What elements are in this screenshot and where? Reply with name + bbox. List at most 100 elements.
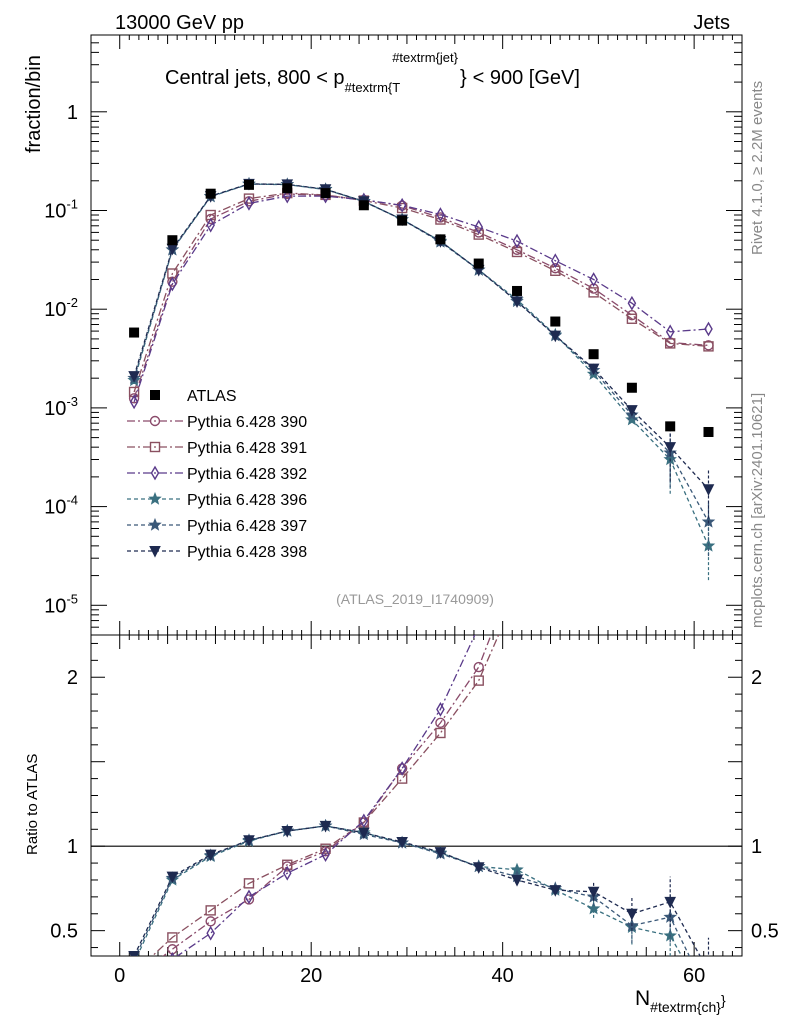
series-point bbox=[626, 405, 638, 417]
legend-marker bbox=[149, 441, 161, 453]
atlas-data-point bbox=[282, 183, 293, 194]
process-label: Jets bbox=[693, 12, 730, 34]
ratio-point bbox=[472, 862, 485, 874]
ratio-tick-label-right: 2 bbox=[751, 667, 762, 689]
legend-label: Pythia 6.428 397 bbox=[187, 518, 307, 535]
series-point bbox=[243, 193, 255, 204]
ratio-point bbox=[244, 889, 254, 905]
ratio-line bbox=[176, 635, 476, 956]
legend-label: Pythia 6.428 396 bbox=[187, 492, 307, 509]
ratio-point bbox=[170, 951, 175, 956]
atlas-data-point bbox=[473, 258, 484, 269]
ratio-tick-label-left: 1 bbox=[67, 836, 78, 858]
ratio-line bbox=[134, 825, 691, 956]
atlas-data-point bbox=[167, 235, 178, 246]
legend-marker bbox=[150, 390, 160, 400]
ratio-point bbox=[435, 727, 446, 739]
ratio-line bbox=[136, 825, 683, 956]
series-point bbox=[588, 287, 599, 298]
ratio-tick-label-left: 0.5 bbox=[50, 921, 78, 943]
ratio-point bbox=[133, 955, 135, 956]
ratio-tick-label-right: 1 bbox=[751, 836, 762, 858]
series-point bbox=[665, 324, 675, 340]
ratio-point bbox=[281, 825, 294, 838]
atlas-data-point bbox=[358, 200, 369, 211]
y-tick-label: 1 bbox=[67, 102, 78, 124]
x-tick-label: 60 bbox=[683, 965, 705, 987]
ratio-point bbox=[128, 951, 140, 956]
ratio-point bbox=[549, 885, 562, 897]
y-tick-label: 10-3 bbox=[44, 394, 78, 420]
series-point bbox=[474, 219, 484, 235]
series-point bbox=[397, 197, 407, 213]
series-point bbox=[473, 229, 484, 240]
ratio-point bbox=[587, 886, 600, 899]
ratio-point bbox=[205, 916, 216, 927]
atlas-data-point bbox=[550, 316, 561, 327]
series-point bbox=[589, 272, 598, 287]
series-point bbox=[664, 442, 677, 454]
series-point bbox=[704, 321, 713, 337]
series-point bbox=[702, 484, 715, 496]
x-tick-label: 40 bbox=[492, 965, 514, 987]
atlas-data-point bbox=[626, 382, 637, 393]
ratio-point bbox=[167, 932, 178, 943]
series-point bbox=[549, 330, 562, 343]
ratio-point bbox=[320, 843, 331, 854]
series-point bbox=[626, 313, 638, 324]
ratio-line bbox=[151, 635, 500, 956]
rivet-version-label: Rivet 4.1.0, ≥ 2.2M events bbox=[749, 81, 766, 255]
legend-marker bbox=[149, 415, 161, 427]
atlas-data-point bbox=[129, 327, 140, 338]
ratio-point bbox=[435, 717, 446, 729]
atlas-data-point bbox=[205, 188, 216, 199]
chart-title: Central jets, 800 < p#textrm{T#textrm{je… bbox=[165, 50, 580, 95]
ratio-point bbox=[243, 878, 255, 889]
ratio-point bbox=[321, 847, 330, 863]
legend-label: ATLAS bbox=[187, 388, 237, 405]
legend-marker bbox=[150, 465, 160, 481]
ratio-point bbox=[436, 701, 445, 717]
y-tick-label: 10-1 bbox=[44, 196, 78, 222]
ratio-point bbox=[205, 905, 216, 916]
y-axis-label: fraction/bin bbox=[23, 55, 45, 153]
atlas-data-point bbox=[703, 426, 714, 437]
series-point bbox=[129, 394, 139, 410]
mcplots-label: mcplots.cern.ch [arXiv:2401.10621] bbox=[749, 393, 766, 628]
main-panel-marks bbox=[127, 176, 716, 581]
y-tick-label: 10-5 bbox=[44, 591, 78, 617]
legend-marker bbox=[148, 517, 162, 531]
legend-label: Pythia 6.428 390 bbox=[187, 414, 307, 431]
legend-label: Pythia 6.428 391 bbox=[187, 440, 307, 457]
ratio-point bbox=[511, 874, 523, 887]
ratio-point bbox=[396, 763, 408, 774]
ratio-point bbox=[282, 859, 293, 870]
atlas-data-point bbox=[435, 234, 446, 245]
series-line bbox=[133, 195, 709, 403]
ratio-line bbox=[162, 635, 492, 956]
series-line bbox=[133, 193, 709, 399]
ratio-point bbox=[282, 865, 292, 881]
ratio-point bbox=[243, 835, 255, 847]
ratio-panel-frame bbox=[90, 634, 743, 957]
series-point bbox=[244, 196, 254, 211]
series-point bbox=[128, 393, 140, 404]
atlas-data-point bbox=[588, 349, 599, 360]
x-tick-label: 20 bbox=[300, 965, 322, 987]
ratio-point bbox=[473, 675, 484, 686]
ratio-tick-label-left: 2 bbox=[67, 667, 78, 689]
ratio-point bbox=[206, 925, 215, 941]
atlas-data-point bbox=[665, 421, 676, 432]
atlas-data-point bbox=[512, 285, 523, 296]
energy-label: 13000 GeV pp bbox=[115, 12, 244, 34]
series-point bbox=[511, 296, 523, 308]
ratio-point bbox=[473, 661, 484, 673]
series-point bbox=[436, 207, 445, 222]
x-tick-label: 0 bbox=[114, 965, 125, 987]
ratio-panel-marks bbox=[128, 635, 710, 956]
atlas-data-point bbox=[397, 215, 408, 226]
ratio-point bbox=[319, 820, 332, 833]
ratio-point bbox=[166, 871, 179, 884]
ratio-tick-label-right: 0.5 bbox=[751, 921, 779, 943]
series-line bbox=[133, 192, 709, 393]
